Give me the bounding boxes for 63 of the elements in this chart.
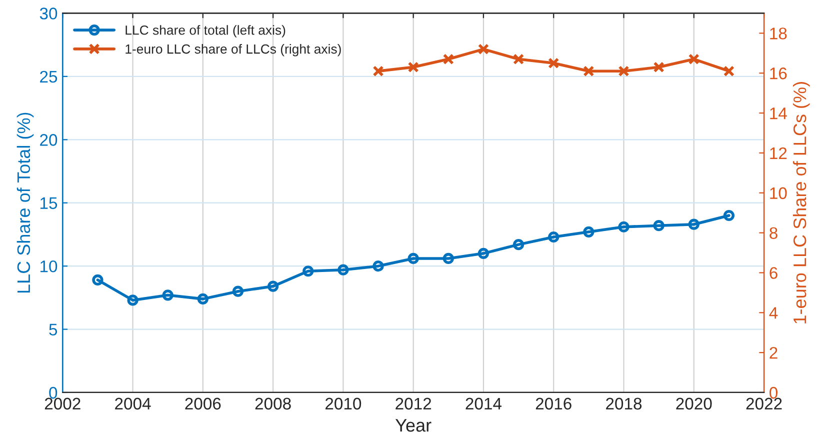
- y-axis-title: LLC Share of Total (%): [16, 112, 34, 293]
- point: [442, 54, 454, 65]
- x-tick-label: 2010: [325, 398, 362, 410]
- point: [723, 210, 735, 222]
- point: [618, 66, 630, 77]
- point: [92, 274, 104, 286]
- y2-tick-label: 10: [770, 187, 787, 200]
- x-tick-label: 2006: [185, 398, 221, 410]
- y-tick-label: 15: [40, 197, 58, 210]
- y-tick-label: 5: [49, 324, 58, 336]
- point: [478, 44, 490, 55]
- point: [548, 58, 560, 69]
- point: [338, 264, 349, 276]
- point: [197, 293, 208, 304]
- y2-tick-label: 18: [770, 28, 787, 40]
- y2-axis-title: 1-euro LLC Share of LLCs (%): [792, 82, 810, 324]
- point: [127, 294, 138, 306]
- point: [162, 290, 174, 301]
- point: [408, 62, 419, 73]
- point: [232, 286, 244, 297]
- x-tick-label: 2014: [466, 398, 502, 410]
- y-tick-label: 20: [40, 134, 58, 146]
- legend-label: LLC share of total (left axis): [126, 25, 286, 38]
- y-tick-label: 25: [40, 70, 58, 83]
- point: [583, 226, 594, 238]
- y2-tick-label: 2: [770, 346, 778, 359]
- x-tick-label: 2020: [676, 398, 712, 410]
- y2-tick-label: 16: [770, 68, 787, 80]
- point: [512, 54, 524, 65]
- point: [548, 231, 560, 243]
- x-tick-label: 2008: [255, 398, 291, 410]
- y2-tick-label: 4: [769, 307, 778, 319]
- point: [583, 66, 594, 77]
- point: [408, 252, 419, 264]
- x-tick-label: 2018: [606, 398, 642, 410]
- point: [478, 248, 490, 259]
- y2-tick-label: 14: [770, 108, 787, 120]
- y2-tick-label: 0: [770, 386, 778, 399]
- y-tick-label: 30: [40, 8, 58, 20]
- y-tick-label: 10: [40, 260, 58, 272]
- legend-label: 1-euro LLC share of LLCs (right axis): [126, 44, 341, 56]
- point: [653, 220, 664, 232]
- point: [653, 62, 664, 73]
- x-tick-label: 2002: [44, 398, 80, 410]
- point: [302, 266, 314, 277]
- x-tick-label: 2012: [396, 398, 432, 410]
- y-tick-label: 0: [49, 386, 58, 399]
- y2-tick-label: 6: [770, 267, 778, 279]
- point: [442, 252, 454, 264]
- x-axis-title: Year: [395, 419, 432, 432]
- point: [267, 280, 279, 292]
- point: [688, 218, 700, 230]
- x-tick-label: 2004: [115, 398, 151, 410]
- y2-tick-label: 12: [770, 147, 787, 159]
- point: [618, 221, 630, 232]
- point: [688, 54, 700, 65]
- point: [372, 260, 384, 272]
- x-tick-label: 2016: [536, 398, 572, 410]
- x-tick-label: 2022: [746, 398, 782, 410]
- point: [723, 66, 735, 77]
- y2-tick-label: 8: [770, 227, 778, 240]
- point: [372, 66, 384, 77]
- point: [512, 239, 524, 250]
